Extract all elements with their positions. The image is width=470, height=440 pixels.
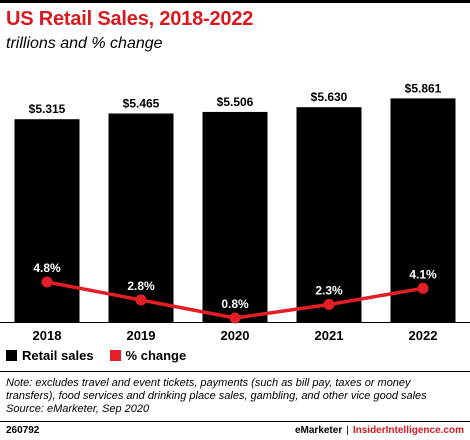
chart-title: US Retail Sales, 2018-2022 [6,8,254,30]
legend-label-pct-change: % change [125,347,187,363]
bar-value-label-2018: $5.315 [29,102,66,116]
bar-retail-sales-2019 [108,113,174,322]
line-value-label-2022: 4.1% [409,267,437,281]
footer-divider [0,421,470,422]
x-tick-label-2020: 2020 [221,328,250,340]
brand-emarketer: eMarketer [294,425,343,436]
legend-item-retail-sales: Retail sales [6,348,94,363]
bar-value-label-2022: $5.861 [405,81,442,95]
chart-legend: Retail sales % change [6,347,202,363]
note-line-2: transfers), food services and drinking p… [6,390,427,402]
brand-credit: eMarketer | InsiderIntelligence.com [295,425,464,436]
line-value-label-2019: 2.8% [127,279,155,293]
bar-value-label-2019: $5.465 [123,96,160,110]
bar-retail-sales-2020 [202,111,268,322]
chart-subtitle: trillions and % change [6,35,163,52]
chart-note: Note: excludes travel and event tickets,… [6,377,466,416]
note-source: Source: eMarketer, Sep 2020 [6,403,150,415]
x-tick-label-2021: 2021 [315,328,344,340]
line-point-pct-change-2022 [417,282,429,294]
x-tick-label-2022: 2022 [409,328,438,340]
note-divider [0,371,470,372]
legend-label-retail-sales: Retail sales [22,347,94,363]
line-point-pct-change-2018 [41,276,53,288]
line-value-label-2020: 0.8% [221,297,249,311]
line-value-label-2021: 2.3% [315,284,343,298]
bar-retail-sales-2018 [14,119,80,322]
x-tick-label-2018: 2018 [33,328,62,340]
legend-swatch-retail-sales [6,349,17,361]
brand-separator: | [346,425,349,436]
line-point-pct-change-2020 [229,312,241,324]
line-point-pct-change-2019 [135,294,147,306]
legend-item-pct-change: % change [109,347,187,363]
bar-retail-sales-2021 [296,107,362,322]
chart-footer: 260792 eMarketer | InsiderIntelligence.com [6,425,464,436]
line-point-pct-change-2021 [323,299,335,310]
combo-chart: $5.315 $5.465 $5.506 $5.630 $5.861 2018 2019 20… [0,81,470,340]
note-line-1: Note: excludes travel and event tickets,… [6,377,411,389]
brand-insider-intelligence: InsiderIntelligence.com [352,425,464,436]
legend-swatch-pct-change [109,349,121,361]
x-tick-label-2019: 2019 [127,328,156,340]
chart-id: 260792 [6,425,40,436]
bar-value-label-2021: $5.630 [311,90,348,104]
bar-value-label-2020: $5.506 [217,95,254,109]
top-rule [0,0,470,3]
line-value-label-2018: 4.8% [33,261,61,275]
